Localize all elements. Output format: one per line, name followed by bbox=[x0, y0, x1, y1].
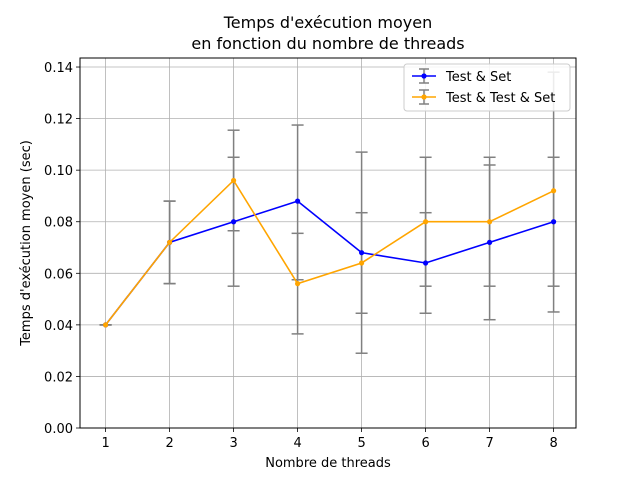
x-tick-label: 6 bbox=[421, 436, 429, 451]
data-point-1 bbox=[359, 250, 365, 256]
data-point-2 bbox=[295, 281, 301, 287]
data-point-1 bbox=[231, 219, 237, 225]
y-axis-label: Temps d'exécution moyen (sec) bbox=[19, 140, 34, 347]
data-point-2 bbox=[167, 239, 173, 245]
legend-marker-2 bbox=[421, 94, 427, 100]
chart-title: Temps d'exécution moyen en fonction du n… bbox=[191, 13, 464, 53]
legend-label-1: Test & Set bbox=[445, 70, 511, 85]
series-line-2 bbox=[104, 179, 554, 326]
data-point-2 bbox=[423, 219, 429, 225]
x-tick-label: 4 bbox=[293, 436, 301, 451]
series-lines bbox=[103, 177, 557, 328]
data-point-2 bbox=[359, 260, 365, 266]
chart-title-line-2: en fonction du nombre de threads bbox=[191, 34, 464, 53]
x-axis-label: Nombre de threads bbox=[265, 456, 391, 471]
y-axis: 0.00 0.02 0.04 0.06 0.08 0.10 0.12 0.14 bbox=[44, 61, 80, 437]
x-axis: 1 2 3 4 5 6 7 8 bbox=[101, 428, 558, 451]
y-tick-label: 0.08 bbox=[44, 216, 73, 231]
data-point-1 bbox=[423, 260, 429, 266]
x-tick-label: 7 bbox=[485, 436, 493, 451]
y-tick-label: 0.10 bbox=[44, 164, 73, 179]
error-bars bbox=[99, 71, 560, 354]
data-point-2 bbox=[551, 188, 557, 194]
data-point-2 bbox=[103, 322, 109, 328]
y-tick-label: 0.06 bbox=[44, 267, 73, 282]
data-point-1 bbox=[487, 239, 493, 245]
x-tick-label: 1 bbox=[101, 436, 109, 451]
x-tick-label: 8 bbox=[549, 436, 557, 451]
data-point-1 bbox=[551, 219, 557, 225]
x-tick-label: 5 bbox=[357, 436, 365, 451]
chart-title-line-1: Temps d'exécution moyen bbox=[223, 13, 433, 32]
data-point-2 bbox=[231, 177, 237, 184]
y-tick-label: 0.00 bbox=[44, 422, 73, 437]
x-tick-label: 3 bbox=[229, 436, 237, 451]
data-point-2 bbox=[487, 219, 493, 225]
legend-label-2: Test & Test & Set bbox=[445, 91, 555, 106]
legend-box bbox=[403, 63, 571, 112]
x-tick-label: 2 bbox=[165, 436, 173, 451]
series-line-1 bbox=[104, 200, 554, 326]
plot-frame bbox=[79, 57, 577, 429]
y-tick-label: 0.12 bbox=[44, 113, 73, 128]
grid bbox=[80, 58, 576, 429]
y-tick-label: 0.14 bbox=[44, 61, 73, 76]
legend-marker-1 bbox=[421, 73, 427, 79]
y-tick-label: 0.02 bbox=[44, 370, 73, 385]
legend: Test & Set Test & Test & Set bbox=[403, 63, 571, 112]
y-tick-label: 0.04 bbox=[44, 319, 73, 334]
data-point-1 bbox=[295, 198, 301, 204]
